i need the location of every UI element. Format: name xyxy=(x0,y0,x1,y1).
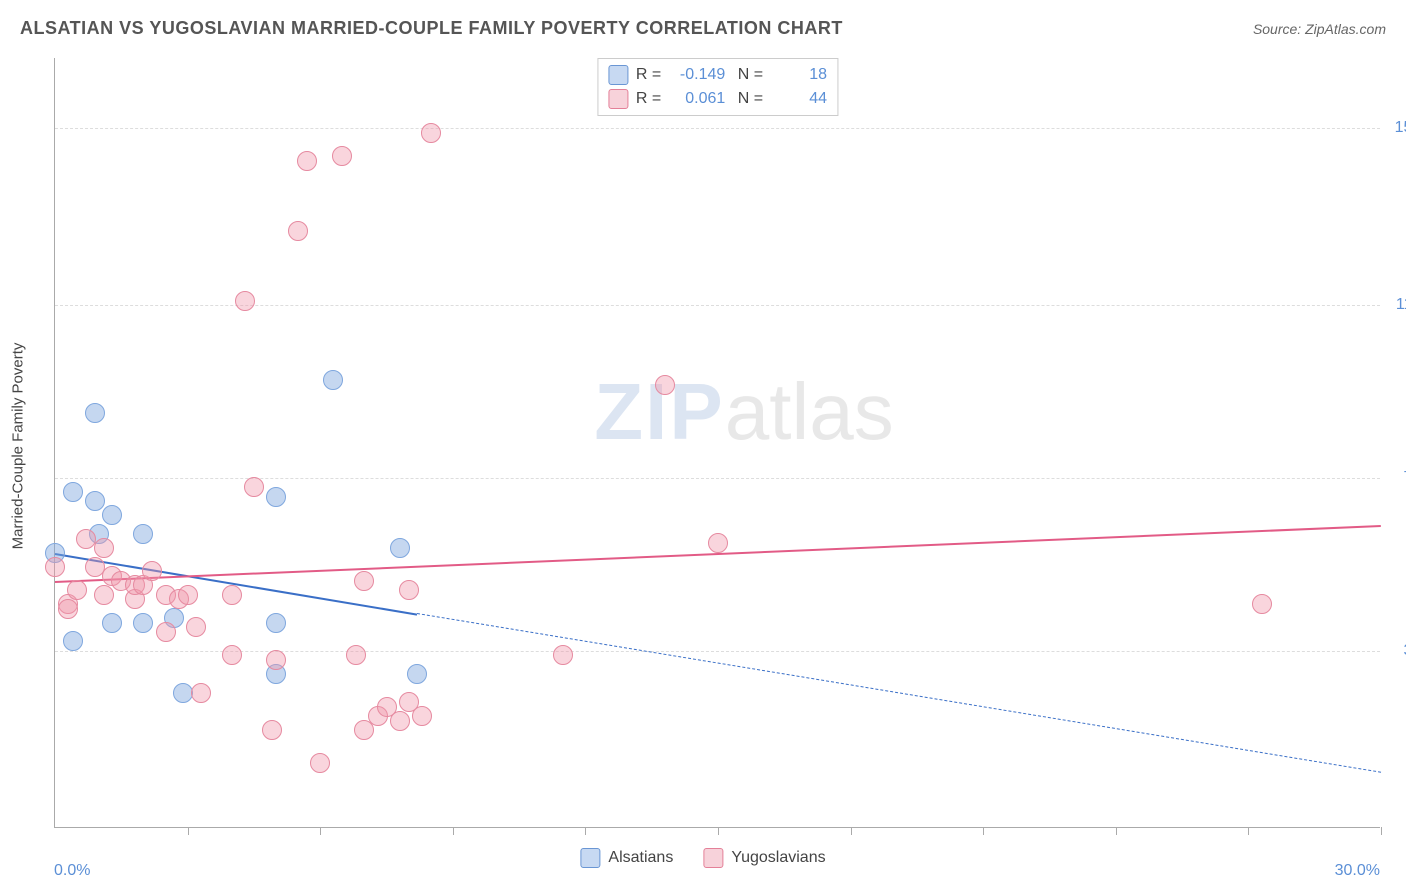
n-value-0: 18 xyxy=(771,63,827,87)
data-point xyxy=(133,613,153,633)
data-point xyxy=(222,645,242,665)
data-point xyxy=(102,505,122,525)
swatch-alsatians xyxy=(580,848,600,868)
data-point xyxy=(297,151,317,171)
legend-label-alsatians: Alsatians xyxy=(608,849,673,867)
title-bar: ALSATIAN VS YUGOSLAVIAN MARRIED-COUPLE F… xyxy=(20,18,1386,39)
x-tick xyxy=(983,827,984,835)
data-point xyxy=(390,711,410,731)
x-tick xyxy=(585,827,586,835)
watermark-atlas: atlas xyxy=(725,367,894,456)
y-tick-label: 3.8% xyxy=(1385,642,1406,660)
y-axis-title: Married-Couple Family Poverty xyxy=(10,343,27,550)
data-point xyxy=(399,580,419,600)
data-point xyxy=(332,146,352,166)
n-value-1: 44 xyxy=(771,87,827,111)
data-point xyxy=(421,123,441,143)
data-point xyxy=(222,585,242,605)
data-point xyxy=(266,613,286,633)
data-point xyxy=(178,585,198,605)
data-point xyxy=(288,221,308,241)
data-point xyxy=(94,585,114,605)
y-tick-label: 11.2% xyxy=(1385,296,1406,314)
x-tick xyxy=(1116,827,1117,835)
legend-item-yugoslavians: Yugoslavians xyxy=(703,848,825,868)
swatch-yugoslavians xyxy=(703,848,723,868)
data-point xyxy=(407,664,427,684)
legend-stats-row: R = -0.149 N = 18 xyxy=(608,63,827,87)
data-point xyxy=(58,599,78,619)
y-tick-label: 15.0% xyxy=(1385,119,1406,137)
legend-stats: R = -0.149 N = 18 R = 0.061 N = 44 xyxy=(597,58,838,116)
x-tick xyxy=(188,827,189,835)
y-tick-label: 7.5% xyxy=(1385,469,1406,487)
chart-title: ALSATIAN VS YUGOSLAVIAN MARRIED-COUPLE F… xyxy=(20,18,843,39)
data-point xyxy=(346,645,366,665)
n-label: N = xyxy=(733,63,763,87)
data-point xyxy=(266,487,286,507)
x-tick xyxy=(718,827,719,835)
data-point xyxy=(553,645,573,665)
n-label: N = xyxy=(733,87,763,111)
gridline xyxy=(55,128,1380,129)
x-axis-min-label: 0.0% xyxy=(54,862,90,880)
legend-stats-row: R = 0.061 N = 44 xyxy=(608,87,827,111)
data-point xyxy=(1252,594,1272,614)
data-point xyxy=(708,533,728,553)
x-tick xyxy=(453,827,454,835)
data-point xyxy=(310,753,330,773)
legend-item-alsatians: Alsatians xyxy=(580,848,673,868)
data-point xyxy=(412,706,432,726)
data-point xyxy=(323,370,343,390)
x-tick xyxy=(320,827,321,835)
legend-label-yugoslavians: Yugoslavians xyxy=(731,849,825,867)
swatch-series-0 xyxy=(608,65,628,85)
r-value-1: 0.061 xyxy=(669,87,725,111)
r-value-0: -0.149 xyxy=(669,63,725,87)
data-point xyxy=(85,491,105,511)
data-point xyxy=(133,524,153,544)
data-point xyxy=(354,571,374,591)
data-point xyxy=(156,622,176,642)
legend-series: Alsatians Yugoslavians xyxy=(580,848,825,868)
data-point xyxy=(94,538,114,558)
x-tick xyxy=(851,827,852,835)
data-point xyxy=(45,557,65,577)
data-point xyxy=(142,561,162,581)
gridline xyxy=(55,651,1380,652)
data-point xyxy=(262,720,282,740)
x-axis-max-label: 30.0% xyxy=(1335,862,1380,880)
data-point xyxy=(63,482,83,502)
x-tick xyxy=(1381,827,1382,835)
data-point xyxy=(63,631,83,651)
data-point xyxy=(85,403,105,423)
data-point xyxy=(235,291,255,311)
x-tick xyxy=(1248,827,1249,835)
data-point xyxy=(191,683,211,703)
data-point xyxy=(244,477,264,497)
data-point xyxy=(655,375,675,395)
plot-area: ZIPatlas R = -0.149 N = 18 R = 0.061 N =… xyxy=(54,58,1380,828)
source-label: Source: ZipAtlas.com xyxy=(1253,21,1386,37)
data-point xyxy=(266,650,286,670)
data-point xyxy=(102,613,122,633)
swatch-series-1 xyxy=(608,89,628,109)
watermark: ZIPatlas xyxy=(594,366,893,458)
r-label: R = xyxy=(636,63,661,87)
data-point xyxy=(67,580,87,600)
data-point xyxy=(390,538,410,558)
trend-line xyxy=(417,613,1381,773)
data-point xyxy=(186,617,206,637)
r-label: R = xyxy=(636,87,661,111)
